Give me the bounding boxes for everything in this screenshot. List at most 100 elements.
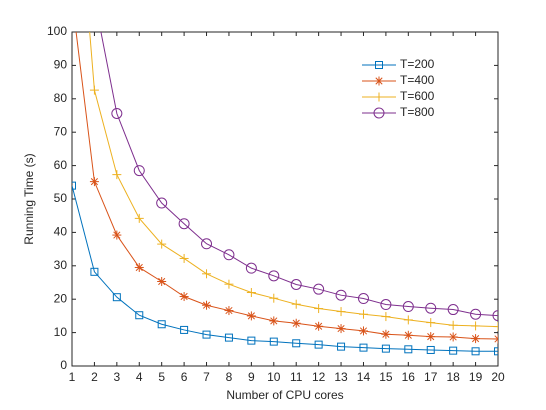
marker [269,293,279,303]
marker-shape [382,330,390,338]
marker [374,92,384,102]
legend-label: T=600 [400,89,435,103]
marker-shape [447,304,459,316]
marker-shape [156,197,168,209]
marker-shape [202,301,211,309]
y-tick-label: 10 [54,325,68,339]
marker [374,76,384,86]
x-tick-label: 17 [424,370,438,384]
marker [178,218,190,230]
x-tick-label: 9 [248,370,255,384]
x-tick-label: 19 [469,370,483,384]
marker-shape [470,308,482,320]
marker [269,316,279,326]
marker [426,332,436,342]
marker [157,276,167,286]
marker [404,345,413,354]
marker-shape [90,267,99,276]
marker [247,336,256,345]
marker [72,181,76,190]
legend-label: T=400 [400,73,435,87]
series-line [100,32,498,317]
marker-shape [89,0,99,4]
x-tick-label: 14 [357,370,371,384]
marker [314,340,323,349]
marker-shape [111,107,123,119]
marker-shape [290,279,302,291]
x-tick-label: 3 [113,370,120,384]
marker-shape [402,301,414,313]
marker [202,300,212,310]
y-tick-label: 30 [54,258,68,272]
marker [268,270,280,282]
marker-shape [449,346,458,355]
marker-shape [292,339,301,348]
marker-shape [494,335,498,340]
x-tick-label: 16 [402,370,416,384]
marker-shape [202,330,211,339]
marker [449,346,458,355]
marker [180,325,189,334]
marker [223,249,235,261]
marker-shape [133,165,145,177]
marker [471,334,481,344]
marker [357,293,369,305]
y-axis-label: Running Time (s) [22,153,36,244]
marker-shape [313,283,325,295]
marker [336,324,346,334]
x-tick-label: 13 [334,370,348,384]
marker [291,299,301,309]
marker-shape [337,324,345,333]
y-tick-label: 100 [47,24,67,38]
x-tick-label: 18 [446,370,460,384]
marker [157,320,166,329]
marker [224,279,234,289]
marker [471,347,480,356]
marker-shape [375,77,383,85]
marker [112,230,122,240]
marker-shape [269,337,278,346]
marker [133,165,145,177]
marker-shape [404,345,413,354]
marker-shape [427,333,435,341]
marker-shape [72,181,76,190]
marker-shape [69,0,75,2]
legend: T=200 T=400 T=600 T=800 [357,51,457,127]
marker-shape [375,61,383,69]
marker-shape [157,320,166,329]
marker [425,302,437,314]
marker [402,301,414,313]
marker [336,307,346,317]
marker [314,321,324,331]
series-line [75,32,498,340]
marker [381,312,391,322]
marker-shape [492,310,498,322]
marker-shape [245,262,257,274]
marker [68,0,77,3]
marker [90,267,99,276]
marker [224,333,233,342]
marker [448,332,458,342]
marker [426,345,435,354]
marker [358,309,368,319]
marker-shape [112,293,121,302]
marker-shape [426,345,435,354]
marker [403,315,413,325]
marker-shape [335,289,347,301]
marker [246,288,256,298]
marker-shape [225,306,233,315]
x-tick-label: 8 [226,370,233,384]
x-tick-label: 2 [91,370,98,384]
marker-shape [113,231,121,239]
y-tick-label: 40 [54,225,68,239]
x-tick-label: 15 [379,370,393,384]
x-tick-label: 1 [69,370,76,384]
marker-shape [471,335,480,343]
marker [375,61,383,69]
marker-shape [224,333,233,342]
marker [111,107,123,119]
marker-shape [373,107,385,119]
marker [291,318,301,328]
marker [89,177,99,187]
